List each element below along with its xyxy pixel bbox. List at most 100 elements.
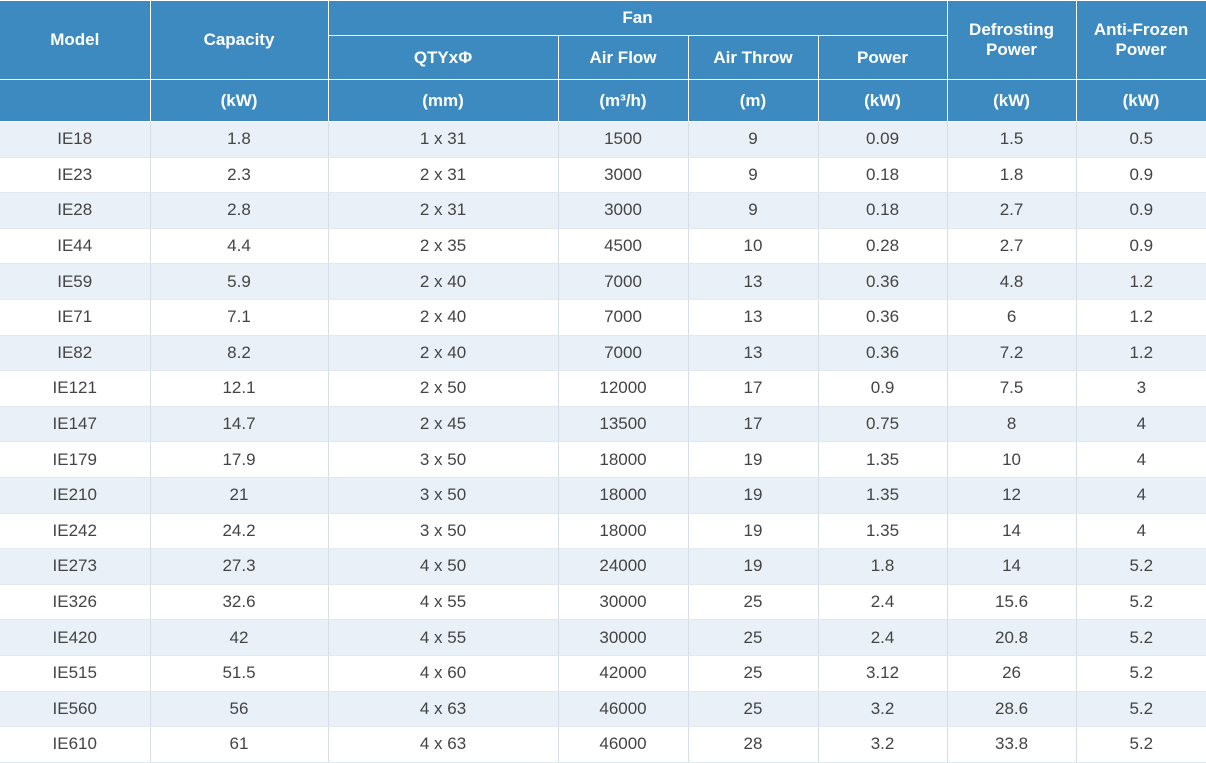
cell-air-throw: 13 (688, 263, 819, 300)
cell-antifrozen-power: 5.2 (1076, 691, 1206, 728)
cell-model: IE71 (0, 299, 151, 336)
cell-air-throw: 19 (688, 477, 819, 514)
cell-air-flow: 7000 (558, 263, 689, 300)
cell-defrosting-power: 7.5 (947, 370, 1077, 407)
table-row: IE82 8.2 2 x 40 7000 13 0.36 7.2 1.2 (0, 335, 1206, 372)
cell-model: IE44 (0, 228, 151, 265)
cell-air-flow: 30000 (558, 584, 689, 621)
cell-antifrozen-power: 4 (1076, 441, 1206, 478)
cell-air-flow: 4500 (558, 228, 689, 265)
table-row: IE273 27.3 4 x 50 24000 19 1.8 14 5.2 (0, 548, 1206, 585)
cell-antifrozen-power: 0.9 (1076, 192, 1206, 229)
cell-model: IE515 (0, 655, 151, 692)
cell-capacity: 51.5 (150, 655, 329, 692)
table-row: IE560 56 4 x 63 46000 25 3.2 28.6 5.2 (0, 691, 1206, 728)
cell-air-throw: 9 (688, 121, 819, 158)
header-model: Model (0, 0, 151, 80)
cell-fan-power: 1.35 (818, 477, 948, 514)
cell-defrosting-power: 12 (947, 477, 1077, 514)
cell-antifrozen-power: 1.2 (1076, 335, 1206, 372)
cell-capacity: 56 (150, 691, 329, 728)
cell-defrosting-power: 4.8 (947, 263, 1077, 300)
table-row: IE121 12.1 2 x 50 12000 17 0.9 7.5 3 (0, 370, 1206, 407)
cell-capacity: 7.1 (150, 299, 329, 336)
cell-defrosting-power: 14 (947, 513, 1077, 550)
cell-fan-qty: 3 x 50 (328, 513, 559, 550)
cell-fan-qty: 1 x 31 (328, 121, 559, 158)
table-row: IE242 24.2 3 x 50 18000 19 1.35 14 4 (0, 513, 1206, 550)
cell-fan-qty: 4 x 63 (328, 726, 559, 763)
cell-antifrozen-power: 5.2 (1076, 584, 1206, 621)
cell-capacity: 61 (150, 726, 329, 763)
cell-defrosting-power: 7.2 (947, 335, 1077, 372)
cell-air-flow: 7000 (558, 335, 689, 372)
cell-capacity: 21 (150, 477, 329, 514)
cell-defrosting-power: 15.6 (947, 584, 1077, 621)
cell-antifrozen-power: 0.9 (1076, 228, 1206, 265)
cell-air-throw: 17 (688, 370, 819, 407)
cell-air-throw: 17 (688, 406, 819, 443)
cell-air-throw: 19 (688, 441, 819, 478)
cell-capacity: 32.6 (150, 584, 329, 621)
units-row: (kW) (mm) (m³/h) (m) (kW) (kW) (kW) (0, 79, 1206, 122)
cell-capacity: 27.3 (150, 548, 329, 585)
cell-air-flow: 13500 (558, 406, 689, 443)
cell-model: IE273 (0, 548, 151, 585)
cell-air-flow: 1500 (558, 121, 689, 158)
table-row: IE44 4.4 2 x 35 4500 10 0.28 2.7 0.9 (0, 228, 1206, 265)
cell-model: IE610 (0, 726, 151, 763)
header-capacity: Capacity (149, 0, 329, 80)
cell-fan-power: 0.75 (818, 406, 948, 443)
cell-defrosting-power: 1.8 (947, 157, 1077, 194)
cell-fan-qty: 4 x 60 (328, 655, 559, 692)
cell-capacity: 2.8 (150, 192, 329, 229)
cell-defrosting-power: 14 (947, 548, 1077, 585)
cell-capacity: 4.4 (150, 228, 329, 265)
header-antifrozen-line2: Power (1115, 40, 1167, 59)
cell-antifrozen-power: 4 (1076, 477, 1206, 514)
table-row: IE28 2.8 2 x 31 3000 9 0.18 2.7 0.9 (0, 192, 1206, 229)
cell-air-throw: 25 (688, 619, 819, 656)
cell-model: IE179 (0, 441, 151, 478)
cell-fan-power: 0.09 (818, 121, 948, 158)
cell-antifrozen-power: 0.9 (1076, 157, 1206, 194)
cell-air-flow: 42000 (558, 655, 689, 692)
cell-air-flow: 3000 (558, 157, 689, 194)
table-row: IE18 1.8 1 x 31 1500 9 0.09 1.5 0.5 (0, 121, 1206, 158)
cell-fan-power: 1.35 (818, 513, 948, 550)
cell-model: IE326 (0, 584, 151, 621)
header-antifrozen-line1: Anti-Frozen (1093, 20, 1189, 39)
cell-fan-qty: 2 x 50 (328, 370, 559, 407)
cell-defrosting-power: 10 (947, 441, 1077, 478)
cell-antifrozen-power: 4 (1076, 513, 1206, 550)
cell-fan-power: 0.18 (818, 157, 948, 194)
cell-fan-qty: 3 x 50 (328, 441, 559, 478)
header-fan-air-throw: Air Throw (687, 35, 819, 80)
cell-capacity: 12.1 (150, 370, 329, 407)
cell-fan-power: 3.2 (818, 691, 948, 728)
cell-fan-power: 3.12 (818, 655, 948, 692)
cell-antifrozen-power: 5.2 (1076, 619, 1206, 656)
unit-air-flow: (m³/h) (557, 79, 689, 122)
unit-antifrozen-power: (kW) (1075, 79, 1206, 122)
header-fan-power: Power (817, 35, 948, 80)
header-fan-air-flow: Air Flow (557, 35, 689, 80)
cell-air-throw: 28 (688, 726, 819, 763)
cell-model: IE59 (0, 263, 151, 300)
table-row: IE210 21 3 x 50 18000 19 1.35 12 4 (0, 477, 1206, 514)
table-row: IE179 17.9 3 x 50 18000 19 1.35 10 4 (0, 441, 1206, 478)
header-defrosting-line1: Defrosting (969, 20, 1055, 39)
cell-defrosting-power: 8 (947, 406, 1077, 443)
cell-fan-qty: 2 x 35 (328, 228, 559, 265)
table-header: Model Capacity Fan Defrosting Power Anti… (0, 0, 1206, 122)
cell-capacity: 42 (150, 619, 329, 656)
header-fan: Fan (327, 0, 948, 36)
cell-capacity: 5.9 (150, 263, 329, 300)
cell-model: IE82 (0, 335, 151, 372)
cell-fan-power: 3.2 (818, 726, 948, 763)
cell-fan-power: 2.4 (818, 584, 948, 621)
table-row: IE71 7.1 2 x 40 7000 13 0.36 6 1.2 (0, 299, 1206, 336)
cell-fan-power: 0.36 (818, 335, 948, 372)
header-fan-qty: QTYxΦ (328, 35, 559, 80)
cell-fan-power: 0.9 (818, 370, 948, 407)
